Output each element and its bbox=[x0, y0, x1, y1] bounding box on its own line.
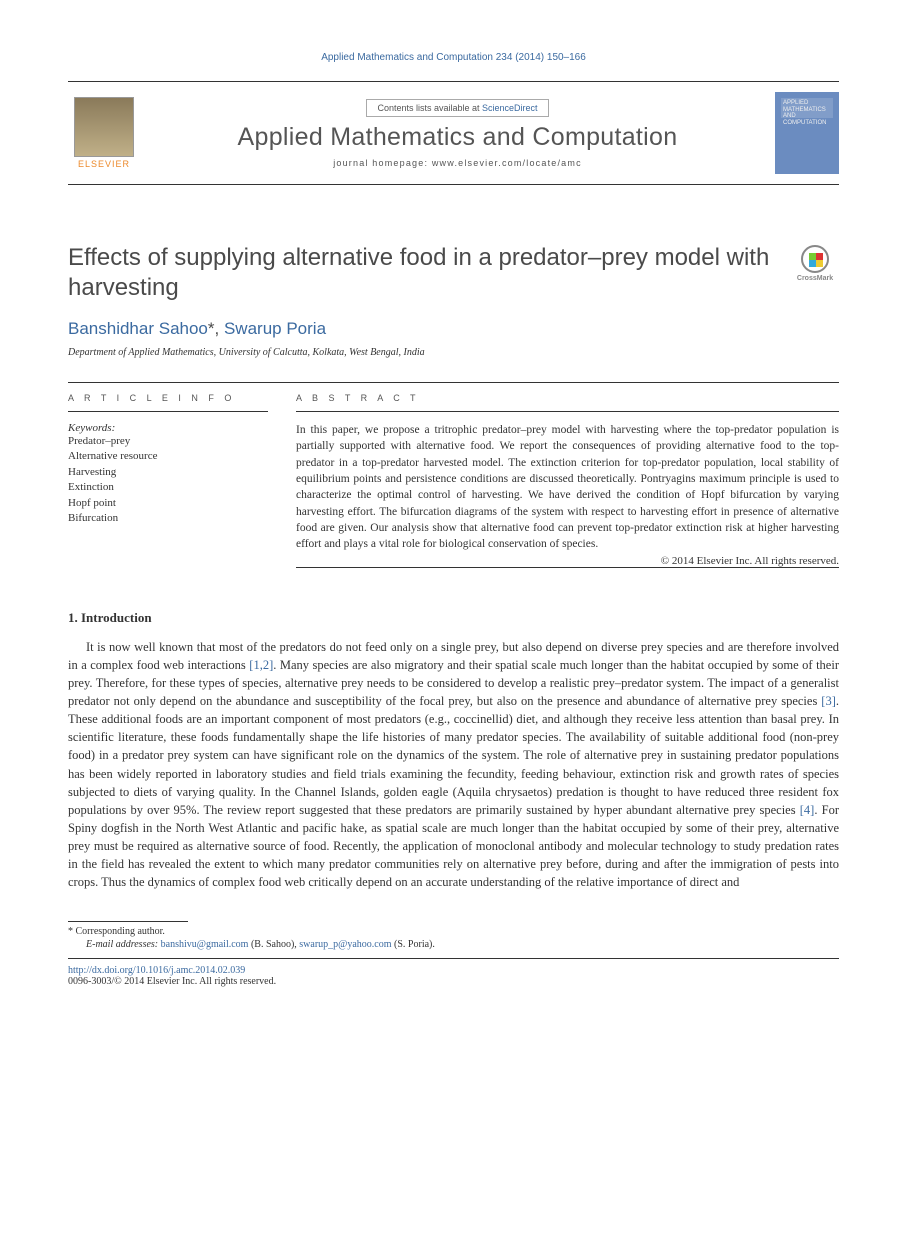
keyword: Harvesting bbox=[68, 465, 268, 480]
journal-homepage: journal homepage: www.elsevier.com/locat… bbox=[333, 158, 582, 168]
keyword: Bifurcation bbox=[68, 511, 268, 526]
sciencedirect-link[interactable]: ScienceDirect bbox=[482, 103, 538, 113]
contents-prefix: Contents lists available at bbox=[377, 103, 482, 113]
email-owner-2: (S. Poria). bbox=[392, 939, 435, 950]
author-link-2[interactable]: Swarup Poria bbox=[224, 319, 326, 338]
keyword: Hopf point bbox=[68, 496, 268, 511]
corresponding-marker: * bbox=[68, 926, 76, 937]
journal-name: Applied Mathematics and Computation bbox=[238, 123, 678, 152]
footnote-rule bbox=[68, 921, 188, 922]
author-marker: * bbox=[208, 319, 215, 338]
ref-link[interactable]: [4] bbox=[800, 803, 815, 817]
crossmark-icon bbox=[801, 245, 829, 273]
affiliation: Department of Applied Mathematics, Unive… bbox=[68, 347, 839, 358]
corresponding-text: Corresponding author. bbox=[76, 926, 165, 937]
bottom-rule bbox=[68, 958, 839, 959]
doi-link[interactable]: http://dx.doi.org/10.1016/j.amc.2014.02.… bbox=[68, 965, 839, 976]
author-list: Banshidhar Sahoo*, Swarup Poria bbox=[68, 319, 839, 339]
intro-text-run: . These additional foods are an importan… bbox=[68, 694, 839, 817]
issn-copyright: 0096-3003/© 2014 Elsevier Inc. All right… bbox=[68, 976, 839, 987]
elsevier-tree-icon bbox=[74, 97, 134, 157]
corresponding-author-note: * Corresponding author. bbox=[68, 926, 839, 937]
email-link-2[interactable]: swarup_p@yahoo.com bbox=[299, 939, 391, 950]
ref-link[interactable]: [3] bbox=[821, 694, 836, 708]
citation-header: Applied Mathematics and Computation 234 … bbox=[68, 52, 839, 63]
abstract-heading: A B S T R A C T bbox=[296, 383, 839, 411]
journal-cover-thumbnail: APPLIED MATHEMATICS AND COMPUTATION bbox=[775, 92, 839, 174]
contents-available-box: Contents lists available at ScienceDirec… bbox=[366, 99, 548, 117]
section-heading-intro: 1. Introduction bbox=[68, 610, 839, 626]
intro-paragraph: It is now well known that most of the pr… bbox=[68, 638, 839, 892]
elsevier-label: ELSEVIER bbox=[78, 159, 130, 169]
email-link-1[interactable]: banshivu@gmail.com bbox=[161, 939, 249, 950]
keyword: Predator–prey bbox=[68, 434, 268, 449]
keyword: Alternative resource bbox=[68, 449, 268, 464]
article-title: Effects of supplying alternative food in… bbox=[68, 243, 773, 303]
keyword: Extinction bbox=[68, 480, 268, 495]
crossmark-badge[interactable]: CrossMark bbox=[791, 245, 839, 282]
email-label: E-mail addresses: bbox=[86, 939, 161, 950]
elsevier-logo-block: ELSEVIER bbox=[68, 97, 140, 169]
abstract-copyright: © 2014 Elsevier Inc. All rights reserved… bbox=[296, 555, 839, 567]
email-addresses: E-mail addresses: banshivu@gmail.com (B.… bbox=[68, 939, 839, 950]
ref-link[interactable]: [1,2] bbox=[249, 658, 273, 672]
abstract-text: In this paper, we propose a tritrophic p… bbox=[296, 422, 839, 553]
email-owner-1: (B. Sahoo), bbox=[248, 939, 299, 950]
crossmark-label: CrossMark bbox=[791, 275, 839, 282]
author-sep: , bbox=[215, 319, 224, 338]
author-link-1[interactable]: Banshidhar Sahoo bbox=[68, 319, 208, 338]
keywords-label: Keywords: bbox=[68, 422, 268, 434]
journal-masthead: ELSEVIER Contents lists available at Sci… bbox=[68, 81, 839, 185]
article-info-heading: A R T I C L E I N F O bbox=[68, 383, 268, 411]
cover-text: APPLIED MATHEMATICS AND COMPUTATION bbox=[783, 100, 839, 126]
article-info-column: A R T I C L E I N F O Keywords: Predator… bbox=[68, 382, 268, 568]
abstract-column: A B S T R A C T In this paper, we propos… bbox=[296, 382, 839, 568]
